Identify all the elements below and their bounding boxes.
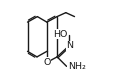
- Text: N: N: [66, 41, 73, 50]
- Text: O: O: [43, 58, 51, 67]
- Text: NH₂: NH₂: [68, 62, 86, 71]
- Text: HO: HO: [53, 30, 67, 39]
